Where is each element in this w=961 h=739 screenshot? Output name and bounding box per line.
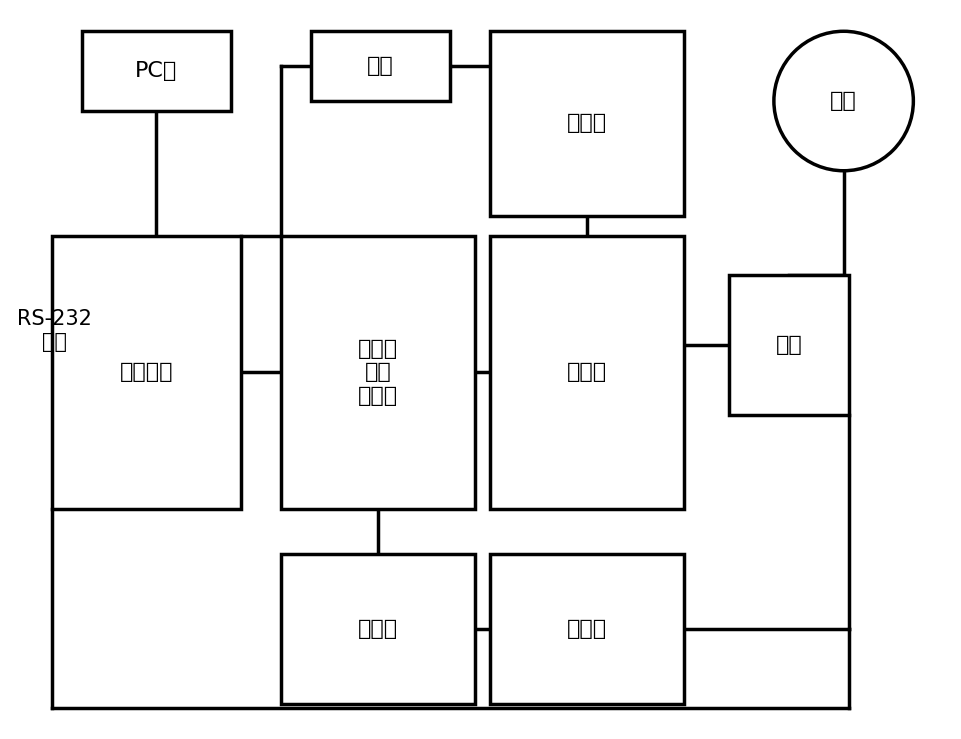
Text: 拉莫尔
频率
发生器: 拉莫尔 频率 发生器 (357, 339, 398, 406)
Bar (281, 554, 475, 704)
Text: 接收机: 接收机 (567, 619, 607, 639)
Text: 变换器: 变换器 (567, 113, 607, 134)
Text: 检波器: 检波器 (357, 619, 398, 639)
Bar (490, 31, 684, 216)
Circle shape (774, 31, 913, 171)
Bar (281, 236, 475, 509)
Text: 发送机: 发送机 (567, 363, 607, 383)
Text: 天线: 天线 (830, 91, 857, 111)
Text: 开关: 开关 (776, 335, 802, 355)
Text: 电源: 电源 (367, 56, 394, 76)
Bar (490, 236, 684, 509)
Text: RS-232
接口: RS-232 接口 (16, 309, 91, 352)
Bar (52, 236, 241, 509)
Text: PC机: PC机 (136, 61, 178, 81)
Bar (490, 554, 684, 704)
Bar (729, 276, 849, 415)
Text: 微处理器: 微处理器 (119, 363, 173, 383)
Bar (310, 31, 450, 101)
Bar (82, 31, 231, 111)
